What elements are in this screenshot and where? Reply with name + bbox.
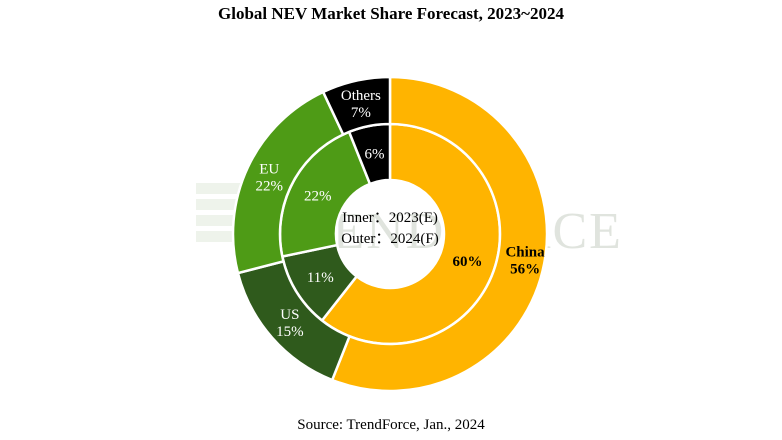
label-inner-eu: 22% bbox=[304, 188, 332, 204]
source-note: Source: TrendForce, Jan., 2024 bbox=[297, 417, 485, 433]
slice-outer-others bbox=[321, 75, 392, 137]
label-inner-us: 11% bbox=[307, 270, 334, 286]
chart-title: Global NEV Market Share Forecast, 2023~2… bbox=[218, 4, 564, 23]
label-outer-others: Others 7% bbox=[341, 88, 381, 121]
center-label-outer: Outer：2024(F) bbox=[341, 231, 439, 247]
label-outer-china: China 56% bbox=[505, 244, 545, 277]
label-inner-others: 6% bbox=[364, 146, 384, 162]
label-outer-us: US 15% bbox=[276, 307, 304, 340]
watermark-logo bbox=[196, 183, 258, 242]
label-outer-eu: EU 22% bbox=[255, 162, 283, 195]
label-inner-china: 60% bbox=[452, 254, 482, 270]
slice-outer-china bbox=[330, 75, 549, 393]
center-label-inner: Inner：2023(E) bbox=[342, 210, 438, 226]
